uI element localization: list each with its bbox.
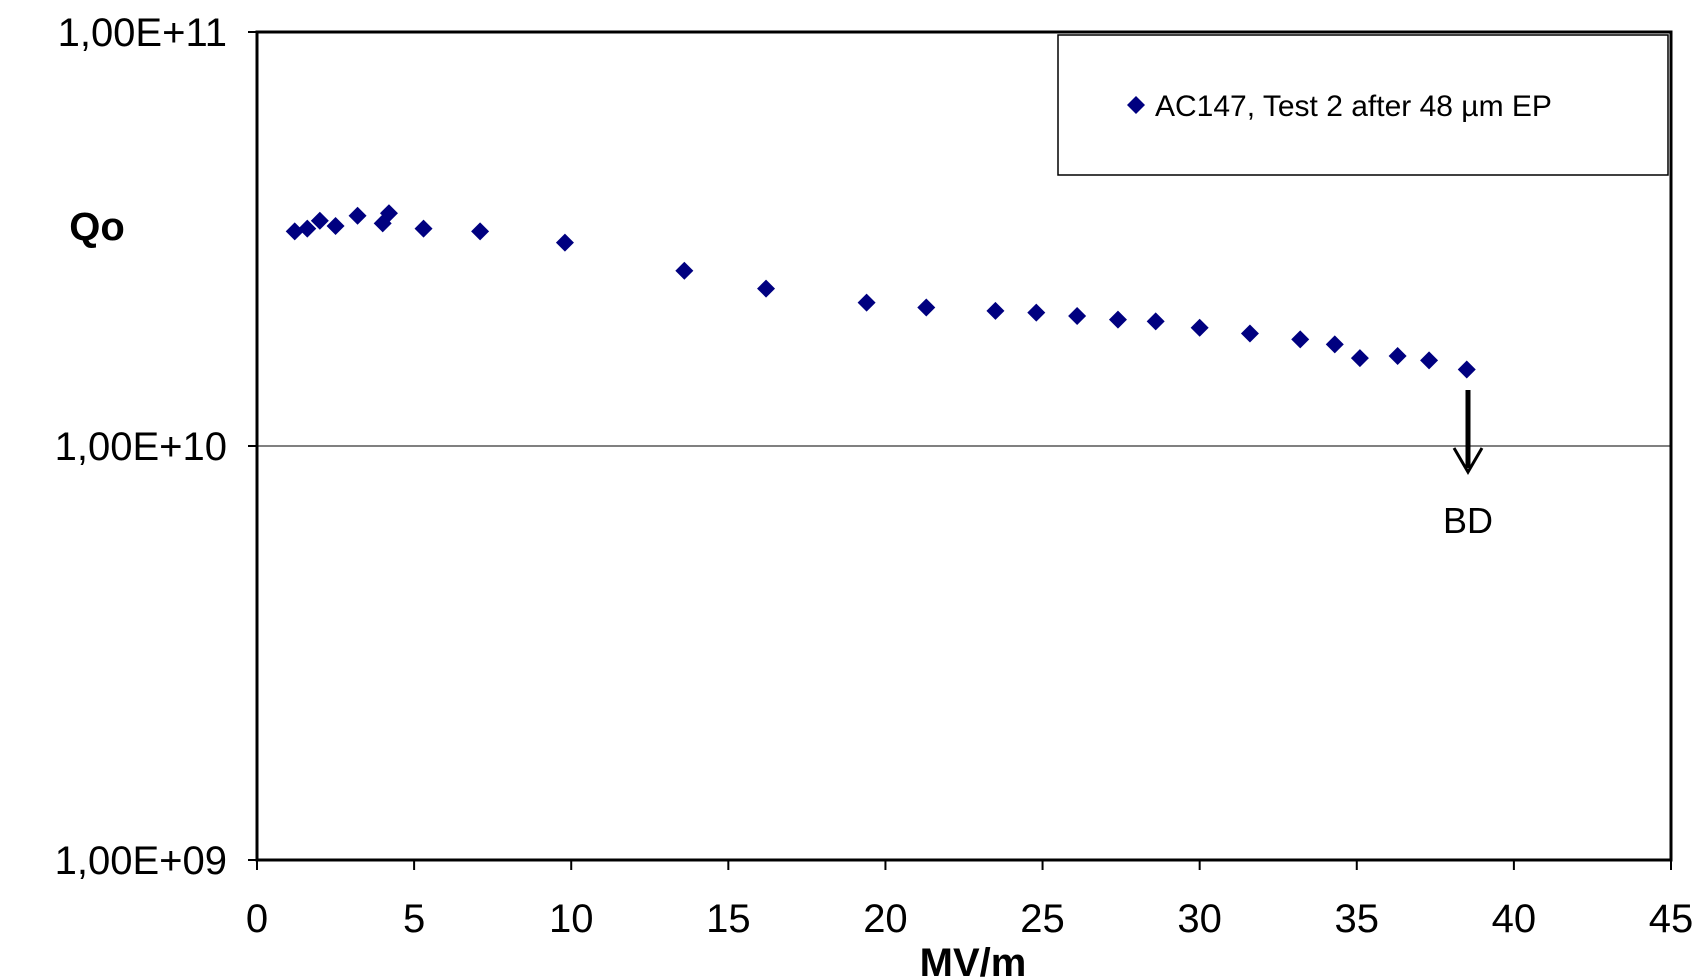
- x-tick-label: 0: [246, 897, 268, 941]
- bd-arrow-head: [1452, 447, 1484, 475]
- data-point: [1027, 303, 1046, 322]
- data-point: [1108, 310, 1127, 329]
- data-point: [986, 301, 1005, 320]
- data-point: [1068, 307, 1087, 326]
- data-point: [757, 279, 776, 298]
- y-axis: 1,00E+09 1,00E+10 1,00E+11: [55, 11, 257, 883]
- data-point: [1146, 312, 1165, 331]
- x-tick-label: 25: [1020, 897, 1065, 941]
- data-point: [1190, 318, 1209, 337]
- data-point: [675, 261, 694, 280]
- legend-label: AC147, Test 2 after 48 µm EP: [1155, 90, 1552, 123]
- data-point: [414, 219, 433, 238]
- x-axis: 0 5 10 15 20 25 30 35 40 45: [246, 860, 1693, 941]
- data-point: [471, 222, 490, 241]
- bd-label: BD: [1443, 500, 1493, 541]
- data-point: [857, 293, 876, 312]
- data-point: [379, 204, 398, 223]
- legend: AC147, Test 2 after 48 µm EP: [1057, 34, 1669, 176]
- data-point: [285, 222, 304, 241]
- x-tick-label: 35: [1335, 897, 1380, 941]
- legend-box: [1057, 34, 1669, 176]
- data-series: [285, 204, 1476, 379]
- data-point: [1457, 360, 1476, 379]
- data-point: [1325, 335, 1344, 354]
- data-point: [1350, 349, 1369, 368]
- data-point: [310, 211, 329, 230]
- y-tick-label: 1,00E+09: [55, 839, 227, 883]
- x-axis-title: MV/m: [920, 941, 1027, 980]
- x-tick-label: 15: [706, 897, 751, 941]
- data-point: [555, 233, 574, 252]
- data-point: [1240, 324, 1259, 343]
- x-tick-label: 20: [863, 897, 908, 941]
- bd-annotation: BD: [1443, 390, 1493, 541]
- x-tick-label: 10: [549, 897, 594, 941]
- data-point: [1388, 346, 1407, 365]
- data-point: [326, 216, 345, 235]
- data-point: [298, 219, 317, 238]
- x-tick-label: 30: [1177, 897, 1222, 941]
- legend-marker: [1127, 96, 1145, 114]
- x-tick-label: 5: [403, 897, 425, 941]
- x-tick-label: 40: [1492, 897, 1537, 941]
- x-tick-label: 45: [1649, 897, 1694, 941]
- data-point: [1291, 330, 1310, 349]
- y-tick-label: 1,00E+11: [58, 11, 227, 55]
- y-tick-label: 1,00E+10: [55, 425, 227, 469]
- data-point: [1420, 351, 1439, 370]
- y-axis-title: Qo: [69, 205, 125, 249]
- data-point: [348, 206, 367, 225]
- data-point: [917, 298, 936, 317]
